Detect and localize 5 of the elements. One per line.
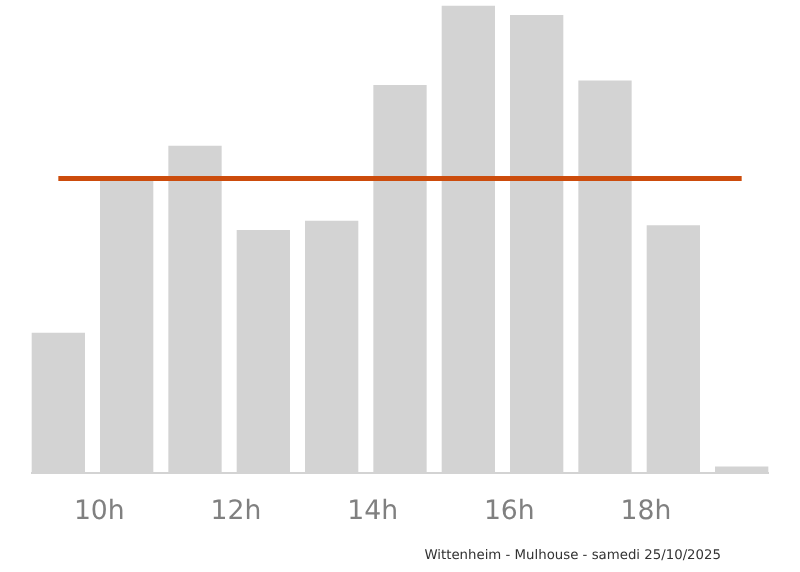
x-tick-label: 12h [210,497,262,527]
x-tick-label: 14h [347,497,399,527]
x-tick-label: 10h [73,497,125,527]
x-tick-label: 18h [620,497,672,527]
x-tick-label: 16h [483,497,535,527]
